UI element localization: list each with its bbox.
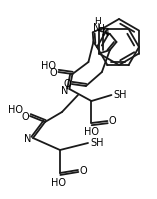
Text: O: O bbox=[63, 79, 71, 89]
Text: O: O bbox=[21, 112, 29, 122]
Text: O: O bbox=[50, 68, 57, 78]
Text: H: H bbox=[94, 17, 101, 26]
Text: H: H bbox=[97, 24, 104, 33]
Text: N: N bbox=[61, 86, 68, 96]
Text: HO: HO bbox=[41, 61, 56, 71]
Text: O: O bbox=[109, 116, 116, 126]
Text: HO: HO bbox=[51, 178, 67, 188]
Text: N: N bbox=[24, 134, 32, 144]
Text: SH: SH bbox=[114, 90, 127, 100]
Text: N: N bbox=[102, 28, 110, 38]
Text: SH: SH bbox=[90, 138, 104, 148]
Text: N: N bbox=[93, 23, 100, 33]
Text: HO: HO bbox=[84, 127, 99, 137]
Text: O: O bbox=[79, 166, 87, 176]
Text: HO: HO bbox=[8, 105, 23, 115]
